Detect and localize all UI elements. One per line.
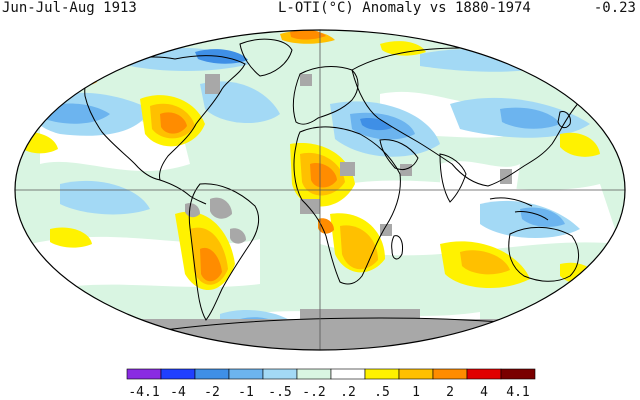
globe-outline	[14, 29, 626, 351]
legend-swatch	[126, 368, 162, 380]
field-nodata	[210, 197, 232, 219]
field-yellow	[380, 41, 426, 56]
global-mean-value: -0.23	[593, 0, 636, 16]
field-yellow	[50, 227, 92, 248]
field-nodata	[380, 224, 392, 236]
legend-label: -2	[204, 385, 220, 400]
legend-swatch	[330, 368, 366, 380]
field-nodata	[230, 228, 246, 244]
coast-central-america	[159, 179, 207, 205]
coast-arabia	[379, 139, 419, 171]
field-nodata	[500, 169, 512, 184]
field-yellow	[90, 327, 160, 347]
field-nodata	[400, 164, 412, 176]
field-orange	[200, 247, 222, 282]
legend-label: 4	[480, 385, 488, 400]
legend-swatch	[262, 368, 298, 380]
legend-label: -4	[170, 385, 186, 400]
period-label: Jun-Jul-Aug 1913	[2, 0, 137, 16]
legend-label: .5	[374, 385, 390, 400]
coast-madagascar	[391, 235, 403, 260]
coast-new-zealand	[589, 275, 599, 295]
field-orange	[160, 112, 187, 134]
legend-label: 2	[446, 385, 454, 400]
field-deep-blue	[360, 118, 392, 131]
field-nodata	[205, 74, 220, 94]
field-orange	[318, 218, 334, 234]
legend-label: 1	[412, 385, 420, 400]
legend-swatch	[466, 368, 502, 380]
coast-indonesia	[489, 197, 549, 221]
field-orange	[310, 163, 337, 188]
coast-japan	[557, 111, 571, 129]
coast-australia	[508, 226, 579, 282]
color-legend: -4.1 -4 -2 -1 -.5 -.2 .2 .5 1 2 4 4.1	[126, 368, 536, 400]
field-amber	[460, 250, 510, 275]
coast-north-america	[84, 55, 246, 181]
field-light-blue	[60, 180, 150, 215]
legend-swatch	[228, 368, 264, 380]
map-title: L-OTI(°C) Anomaly vs 1880-1974	[278, 0, 531, 16]
field-amber	[340, 225, 378, 270]
legend-label: -.2	[302, 385, 325, 400]
legend-swatch	[500, 368, 536, 380]
field-nodata	[185, 203, 200, 218]
legend-swatch	[160, 368, 196, 380]
legend-swatch	[364, 368, 400, 380]
anomaly-map	[14, 29, 626, 351]
field-nodata	[300, 74, 312, 86]
legend-swatch	[296, 368, 332, 380]
legend-swatch	[432, 368, 468, 380]
legend-label: -4.1	[128, 385, 159, 400]
field-nodata	[340, 162, 355, 176]
field-light-blue	[420, 49, 560, 72]
coast-south-america	[188, 183, 260, 321]
legend-swatch	[398, 368, 434, 380]
legend-label: -1	[238, 385, 254, 400]
field-yellow	[560, 132, 600, 157]
legend-label: .2	[340, 385, 356, 400]
coast-europe	[292, 66, 359, 125]
field-nodata	[300, 309, 420, 324]
legend-label: 4.1	[506, 385, 529, 400]
legend-swatch	[194, 368, 230, 380]
field-blue	[500, 107, 560, 129]
legend-label: -.5	[268, 385, 291, 400]
coast-greenland	[239, 38, 293, 77]
field-orange	[290, 30, 326, 40]
